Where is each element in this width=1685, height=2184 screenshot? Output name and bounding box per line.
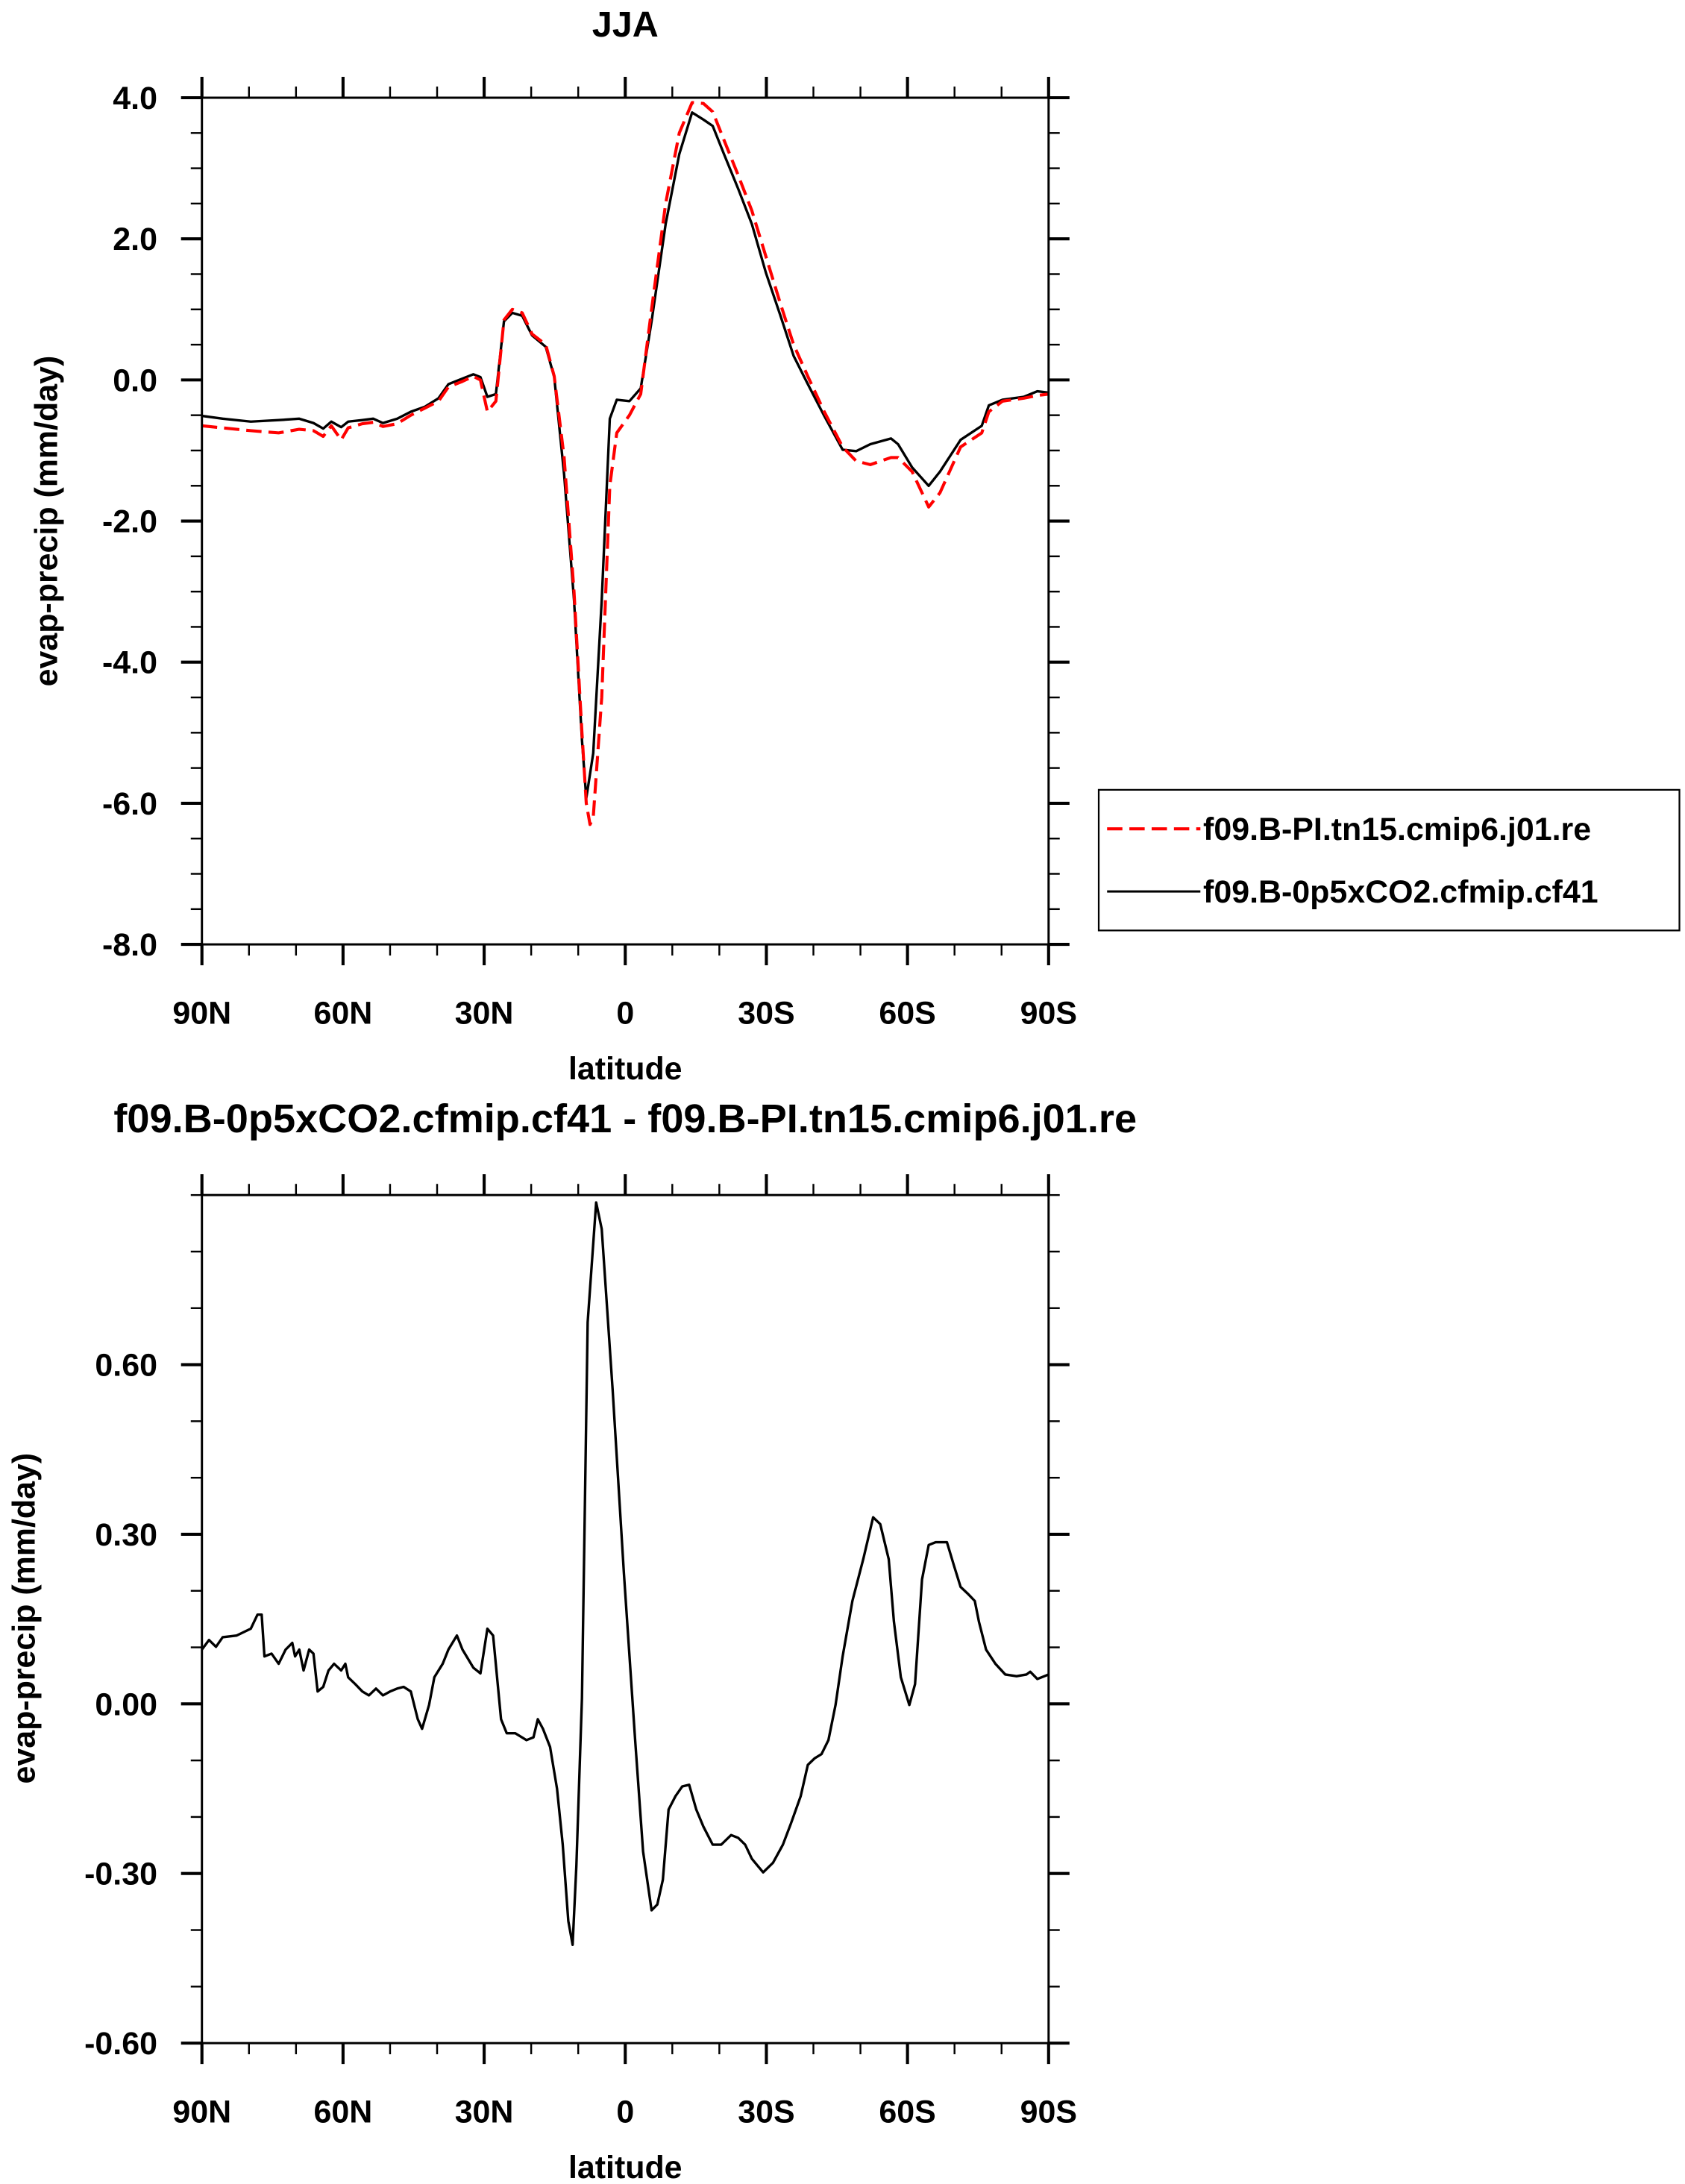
top-series-line-0p5xco2 [201,111,1049,800]
y-tick-label: 0.30 [95,1517,157,1553]
x-tick-label: 60N [314,996,373,1032]
top-chart-title: JJA [592,4,659,45]
x-tick-label: 60S [879,2094,935,2130]
y-tick-label: -2.0 [102,503,157,539]
y-tick-label: 4.0 [113,81,157,116]
bottom-y-axis-label: evap-precip (mm/day) [7,1453,43,1784]
bottom-tick-labels: 90N 60N 30N 0 30S 60S 90S 0.60 0.30 0.00 -0.30 -0.6… [84,1347,1077,2130]
y-tick-label: -8.0 [102,927,157,963]
top-ticks [181,76,1070,966]
bottom-x-axis-label: latitude [568,2150,683,2184]
x-tick-label: 30N [455,996,514,1032]
bottom-plot-frame [201,1193,1050,2045]
x-tick-label: 0 [616,996,634,1032]
top-tick-labels: 90N 60N 30N 0 30S 60S 90S 4.0 2.0 0.0 -2.0 -4.0 -6.0… [102,81,1077,1032]
legend-item-pi: f09.B-PI.tn15.cmip6.j01.re [1107,812,1591,847]
y-tick-label: 0.0 [113,363,157,398]
legend: f09.B-PI.tn15.cmip6.j01.re f09.B-0p5xCO2… [1097,788,1681,932]
y-tick-label: -0.60 [84,2026,157,2062]
top-x-axis-label: latitude [568,1051,683,1087]
top-plot-frame [201,96,1050,946]
top-y-axis-label: evap-precip (mm/day) [29,356,65,687]
top-panel: JJA 90N 60N 30N 0 30S 60S 90S 4.0 2.0 0.0 -2.0 -4.0… [29,4,1077,1087]
y-tick-label: -4.0 [102,645,157,681]
bottom-ticks [181,1174,1070,2065]
x-tick-label: 90S [1020,996,1077,1032]
legend-item-0p5xco2: f09.B-0p5xCO2.cfmip.cf41 [1107,874,1598,910]
x-tick-label: 0 [616,2094,634,2130]
x-tick-label: 30N [455,2094,514,2130]
legend-box [1097,788,1681,932]
top-series-line-pi-control [201,101,1049,826]
legend-label: f09.B-0p5xCO2.cfmip.cf41 [1203,874,1598,910]
x-tick-label: 30S [738,996,794,1032]
x-tick-label: 90N [172,996,231,1032]
bottom-panel: f09.B-0p5xCO2.cfmip.cf41 - f09.B-PI.tn15… [7,1096,1137,2184]
y-tick-label: -0.30 [84,1857,157,1892]
y-tick-label: 0.60 [95,1347,157,1383]
bottom-chart-title: f09.B-0p5xCO2.cfmip.cf41 - f09.B-PI.tn15… [113,1096,1137,1141]
x-tick-label: 90N [172,2094,231,2130]
bottom-series [201,1201,1049,1946]
legend-label: f09.B-PI.tn15.cmip6.j01.re [1203,812,1591,847]
y-tick-label: -6.0 [102,786,157,822]
y-tick-label: 2.0 [113,222,157,257]
x-tick-label: 90S [1020,2094,1077,2130]
x-tick-label: 30S [738,2094,794,2130]
bottom-series-line-difference [201,1201,1049,1946]
y-tick-label: 0.00 [95,1686,157,1722]
x-tick-label: 60N [314,2094,373,2130]
x-tick-label: 60S [879,996,935,1032]
top-series [201,101,1049,826]
